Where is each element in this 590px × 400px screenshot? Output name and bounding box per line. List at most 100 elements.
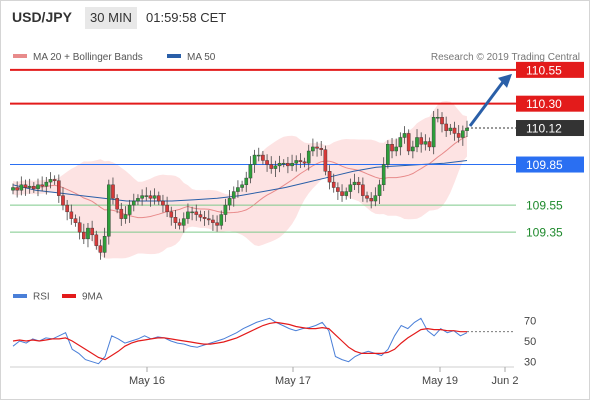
- candle-body: [448, 127, 453, 131]
- candle-body: [144, 195, 149, 197]
- x-tick-label: May 19: [422, 375, 458, 387]
- candle-body: [27, 185, 32, 188]
- legend-ma20-bollinger: MA 20 + Bollinger Bands: [13, 52, 143, 63]
- candle-body: [381, 164, 386, 186]
- x-tick-label: Jun 2: [492, 375, 519, 387]
- candle-body: [23, 184, 28, 188]
- candle-body: [265, 160, 269, 165]
- candle-body: [52, 179, 57, 181]
- candle-body: [452, 127, 457, 134]
- candle-body: [256, 154, 261, 157]
- candle-body: [427, 141, 432, 148]
- candle-body: [323, 149, 328, 172]
- candle-body: [252, 154, 257, 165]
- candle-body: [298, 160, 303, 163]
- candle-body: [406, 133, 411, 152]
- candle-body: [227, 198, 232, 206]
- candle-body: [348, 184, 353, 192]
- rsi-panel: RSI 9MA 70 50 30: [12, 292, 536, 369]
- candle-body: [19, 184, 24, 191]
- ma50-legend-label: MA 50: [187, 52, 216, 63]
- candle-body: [61, 195, 65, 206]
- candle-body: [327, 171, 332, 183]
- candle-body: [440, 117, 444, 125]
- ma20-swatch: [13, 54, 27, 59]
- candle-body: [294, 160, 299, 164]
- candle-body: [115, 198, 119, 210]
- rsi-ma-legend-swatch: [62, 294, 76, 298]
- candle-body: [40, 184, 44, 187]
- candle-body: [181, 218, 186, 226]
- level-label-109.55: 109.55: [526, 199, 563, 213]
- timestamp: 01:59:58 CET: [146, 10, 227, 25]
- candle-body: [356, 181, 361, 186]
- ma20-line: [12, 135, 468, 219]
- rsi-tick-30: 30: [524, 357, 536, 369]
- level-box-110.12: [516, 120, 584, 137]
- candle-body: [206, 218, 211, 221]
- forecast-arrow-head: [498, 73, 512, 88]
- price-panel: 110.55 110.30 110.12 109.85 109.55 109.35: [10, 61, 584, 260]
- candle-body: [419, 137, 423, 145]
- level-label-109.35: 109.35: [526, 226, 563, 240]
- rsi-legend-label: RSI: [33, 292, 50, 303]
- candle-body: [261, 154, 265, 161]
- candle-body: [402, 133, 407, 138]
- level-label-110.30: 110.30: [526, 97, 562, 111]
- rsi-tick-50: 50: [524, 336, 536, 348]
- candle-body: [94, 234, 99, 246]
- rsi-ma-legend-label: 9MA: [82, 292, 103, 303]
- candle-body: [456, 133, 461, 138]
- candle-body: [190, 211, 194, 214]
- candle-body: [102, 235, 107, 253]
- candle-body: [186, 211, 190, 219]
- candle-body: [202, 217, 207, 219]
- bollinger-band: [13, 101, 467, 259]
- candle-body: [286, 162, 290, 167]
- candle-body: [431, 117, 436, 148]
- candle-body: [290, 162, 294, 167]
- level-box-110.30: [516, 95, 584, 112]
- candle-body: [269, 164, 274, 169]
- candle-body: [136, 198, 140, 202]
- rsi-tick-70: 70: [524, 315, 536, 327]
- candle-body: [152, 195, 157, 199]
- candle-body: [177, 222, 182, 226]
- candle-body: [386, 144, 390, 165]
- level-label-109.85: 109.85: [526, 158, 563, 172]
- candle-body: [336, 187, 340, 192]
- interval-badge[interactable]: 30 MIN: [85, 7, 137, 29]
- candle-body: [65, 204, 69, 213]
- candle-body: [165, 204, 169, 213]
- candle-body: [82, 231, 86, 240]
- candle-body: [394, 146, 398, 152]
- candle-body: [111, 184, 115, 199]
- candle-body: [240, 184, 244, 188]
- candle-body: [156, 195, 161, 202]
- candle-body: [352, 181, 357, 186]
- symbol-title: USD/JPY: [12, 9, 72, 25]
- candle-body: [361, 184, 365, 196]
- candle-body: [219, 214, 224, 226]
- ma50-line: [12, 160, 468, 202]
- candle-body: [244, 177, 249, 186]
- candle-body: [69, 211, 74, 219]
- candle-body: [173, 217, 178, 223]
- candle-body: [306, 150, 311, 164]
- candle-body: [248, 164, 253, 179]
- candle-body: [131, 200, 136, 206]
- candle-body: [311, 146, 315, 152]
- candle-body: [444, 123, 448, 131]
- candle-body: [15, 187, 19, 191]
- candle-body: [223, 204, 228, 215]
- candle-body: [411, 146, 415, 152]
- candle-body: [140, 195, 144, 199]
- candle-body: [365, 195, 369, 199]
- ma20-legend-label: MA 20 + Bollinger Bands: [33, 52, 143, 63]
- candle-body: [236, 187, 240, 192]
- candle-body: [198, 214, 203, 218]
- candle-body: [90, 227, 94, 236]
- rsi-line: [12, 317, 468, 365]
- candle-body: [465, 127, 469, 131]
- candle-body: [277, 162, 282, 167]
